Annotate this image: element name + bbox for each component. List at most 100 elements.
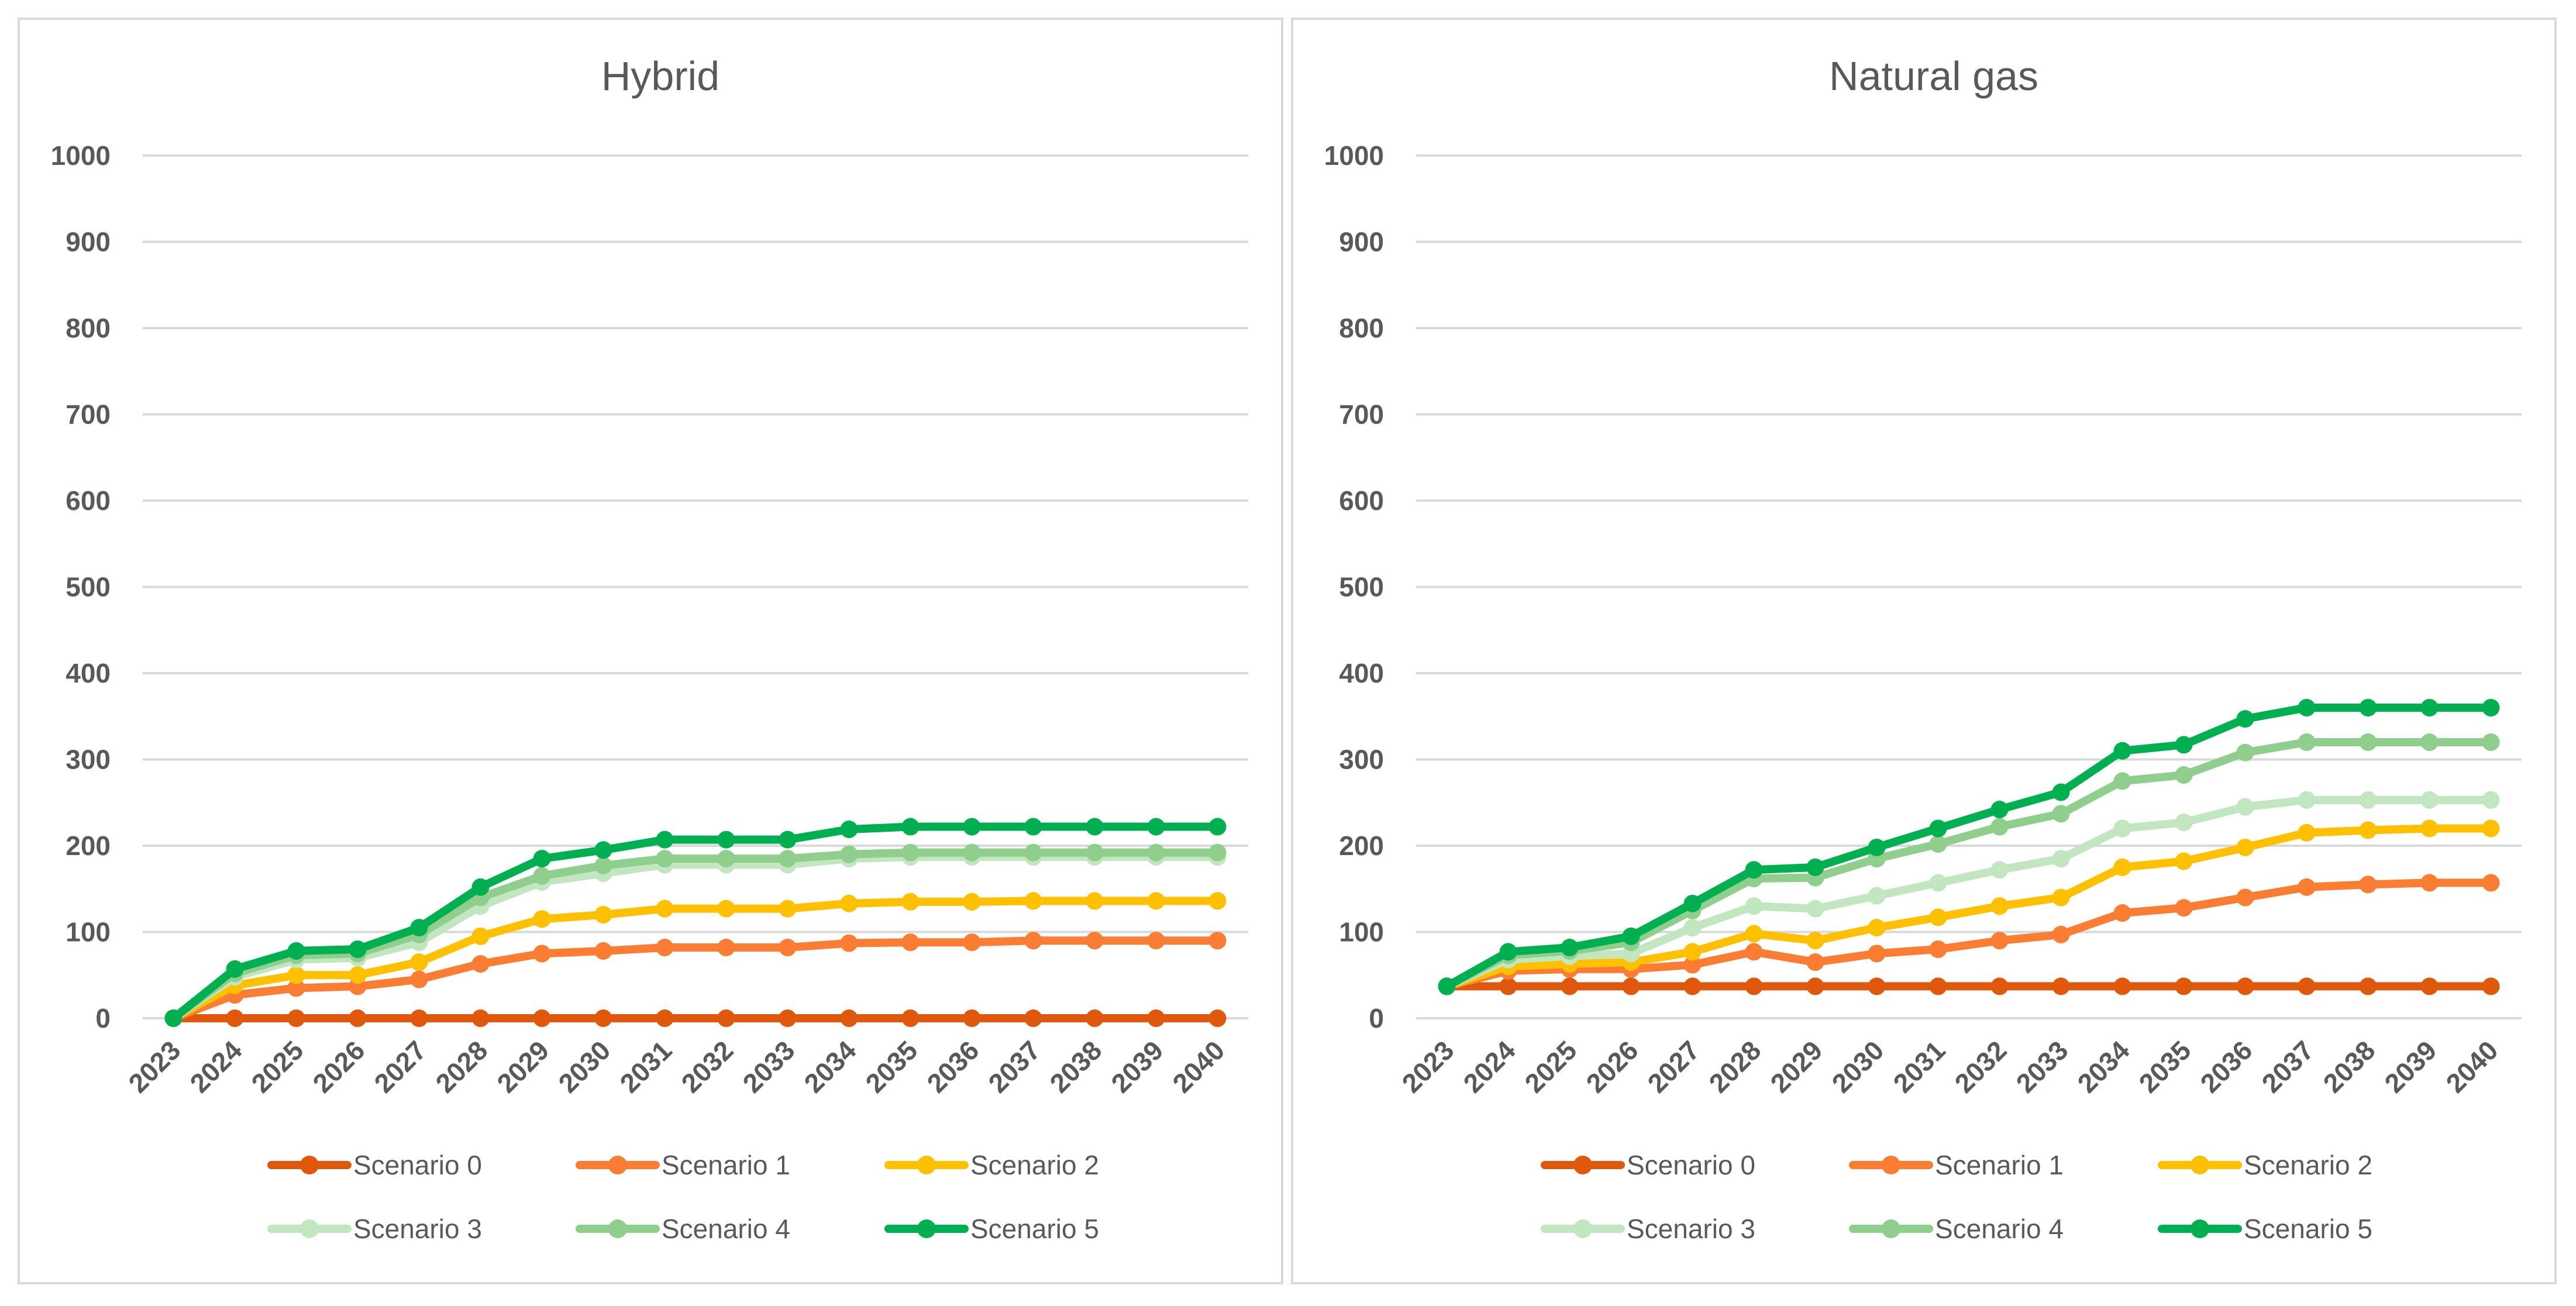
data-point-scenario-1 bbox=[1929, 940, 1947, 958]
legend-item-scenario-2[interactable]: Scenario 2 bbox=[884, 1150, 1099, 1180]
data-point-scenario-5 bbox=[1208, 818, 1227, 836]
legend-marker bbox=[2191, 1156, 2209, 1174]
data-point-scenario-2 bbox=[656, 900, 674, 918]
data-point-scenario-0 bbox=[840, 1009, 858, 1027]
legend-marker bbox=[1882, 1156, 1900, 1174]
data-point-scenario-4 bbox=[1086, 843, 1104, 862]
legend-item-scenario-4[interactable]: Scenario 4 bbox=[1849, 1214, 2064, 1244]
x-tick-label: 2027 bbox=[1641, 1035, 1705, 1098]
x-tick-label: 2034 bbox=[2071, 1035, 2135, 1098]
y-tick-label: 700 bbox=[1339, 399, 1384, 430]
legend-item-scenario-1[interactable]: Scenario 1 bbox=[1849, 1150, 2064, 1180]
x-tick-label: 2024 bbox=[1457, 1035, 1521, 1098]
data-point-scenario-2 bbox=[1147, 892, 1165, 910]
legend-item-scenario-4[interactable]: Scenario 4 bbox=[576, 1214, 790, 1244]
x-tick-label: 2034 bbox=[798, 1035, 862, 1098]
x-tick-label: 2026 bbox=[306, 1035, 370, 1098]
x-tick-label: 2023 bbox=[1396, 1035, 1459, 1098]
data-point-scenario-5 bbox=[1561, 939, 1579, 957]
data-point-scenario-5 bbox=[1990, 801, 2009, 819]
data-point-scenario-1 bbox=[717, 939, 735, 957]
series-line-scenario-3 bbox=[1442, 795, 2495, 991]
series-line-scenario-2 bbox=[1442, 824, 2495, 991]
data-point-scenario-5 bbox=[840, 820, 858, 838]
y-tick-label: 600 bbox=[1339, 485, 1384, 516]
series-line-scenario-3 bbox=[169, 853, 1222, 1022]
data-point-scenario-2 bbox=[1086, 892, 1104, 910]
data-point-scenario-1 bbox=[963, 933, 981, 952]
data-point-scenario-2 bbox=[2420, 819, 2439, 838]
data-point-scenario-0 bbox=[1086, 1009, 1104, 1027]
data-point-scenario-5 bbox=[1868, 838, 1886, 856]
data-point-scenario-4 bbox=[779, 850, 797, 868]
y-tick-label: 300 bbox=[66, 745, 111, 775]
x-tick-label: 2035 bbox=[859, 1035, 923, 1098]
legend-item-scenario-2[interactable]: Scenario 2 bbox=[2158, 1150, 2372, 1180]
data-point-scenario-4 bbox=[901, 843, 919, 862]
x-tick-label: 2037 bbox=[2255, 1035, 2319, 1098]
data-point-scenario-2 bbox=[2298, 823, 2316, 842]
data-point-scenario-2 bbox=[287, 966, 305, 984]
data-point-scenario-0 bbox=[717, 1009, 735, 1027]
data-point-scenario-1 bbox=[1147, 932, 1165, 950]
data-point-scenario-1 bbox=[2482, 874, 2500, 892]
legend-item-scenario-0[interactable]: Scenario 0 bbox=[267, 1150, 482, 1180]
data-point-scenario-5 bbox=[1683, 894, 1702, 912]
data-point-scenario-5 bbox=[594, 841, 612, 859]
y-tick-label: 100 bbox=[66, 917, 111, 947]
data-point-scenario-5 bbox=[1024, 818, 1042, 836]
x-tick-label: 2026 bbox=[1580, 1035, 1644, 1098]
legend-marker bbox=[2191, 1219, 2209, 1238]
legend-item-scenario-1[interactable]: Scenario 1 bbox=[576, 1150, 790, 1180]
data-point-scenario-2 bbox=[410, 953, 428, 971]
y-tick-label: 300 bbox=[1339, 745, 1384, 775]
x-tick-label: 2032 bbox=[1948, 1035, 2012, 1098]
legend-marker bbox=[1573, 1156, 1592, 1174]
legend-item-scenario-5[interactable]: Scenario 5 bbox=[2158, 1214, 2372, 1244]
data-point-scenario-1 bbox=[1683, 956, 1702, 974]
data-point-scenario-2 bbox=[2113, 858, 2131, 876]
legend-item-scenario-3[interactable]: Scenario 3 bbox=[267, 1214, 482, 1244]
data-point-scenario-4 bbox=[1208, 843, 1227, 862]
x-tick-label: 2030 bbox=[1826, 1035, 1889, 1098]
legend-marker bbox=[917, 1156, 936, 1174]
data-point-scenario-0 bbox=[2298, 977, 2316, 995]
data-point-scenario-0 bbox=[533, 1009, 551, 1027]
data-point-scenario-0 bbox=[594, 1009, 612, 1027]
data-point-scenario-5 bbox=[2359, 699, 2377, 716]
data-point-scenario-1 bbox=[1086, 932, 1104, 950]
data-point-scenario-5 bbox=[656, 831, 674, 849]
x-tick-label: 2031 bbox=[614, 1035, 677, 1098]
data-point-scenario-1 bbox=[1024, 932, 1042, 950]
y-tick-label: 500 bbox=[1339, 572, 1384, 602]
data-point-scenario-0 bbox=[2052, 977, 2070, 995]
legend-item-scenario-3[interactable]: Scenario 3 bbox=[1541, 1214, 1755, 1244]
data-point-scenario-4 bbox=[2113, 772, 2131, 790]
data-point-scenario-4 bbox=[963, 843, 981, 862]
legend-item-scenario-0[interactable]: Scenario 0 bbox=[1541, 1150, 1755, 1180]
data-point-scenario-2 bbox=[2052, 888, 2070, 907]
data-point-scenario-1 bbox=[779, 939, 797, 957]
x-tick-label: 2028 bbox=[1703, 1035, 1766, 1098]
data-point-scenario-0 bbox=[1147, 1009, 1165, 1027]
legend-item-scenario-5[interactable]: Scenario 5 bbox=[884, 1214, 1099, 1244]
data-point-scenario-3 bbox=[1683, 919, 1702, 937]
data-point-scenario-5 bbox=[1806, 858, 1824, 876]
x-tick-label: 2038 bbox=[1044, 1035, 1107, 1098]
data-point-scenario-5 bbox=[287, 942, 305, 960]
data-point-scenario-2 bbox=[1208, 892, 1227, 910]
data-point-scenario-0 bbox=[2482, 977, 2500, 995]
data-point-scenario-0 bbox=[779, 1009, 797, 1027]
data-point-scenario-0 bbox=[287, 1009, 305, 1027]
data-point-scenario-1 bbox=[533, 945, 551, 963]
data-point-scenario-4 bbox=[2236, 743, 2254, 761]
data-point-scenario-2 bbox=[1745, 925, 1763, 943]
data-point-scenario-1 bbox=[1806, 953, 1824, 971]
data-point-scenario-3 bbox=[2052, 850, 2070, 868]
data-point-scenario-0 bbox=[1990, 977, 2009, 995]
x-tick-label: 2029 bbox=[1764, 1035, 1828, 1098]
x-tick-label: 2028 bbox=[429, 1035, 493, 1098]
x-tick-label: 2040 bbox=[2440, 1035, 2503, 1098]
data-point-scenario-0 bbox=[1745, 977, 1763, 995]
data-point-scenario-0 bbox=[1806, 977, 1824, 995]
